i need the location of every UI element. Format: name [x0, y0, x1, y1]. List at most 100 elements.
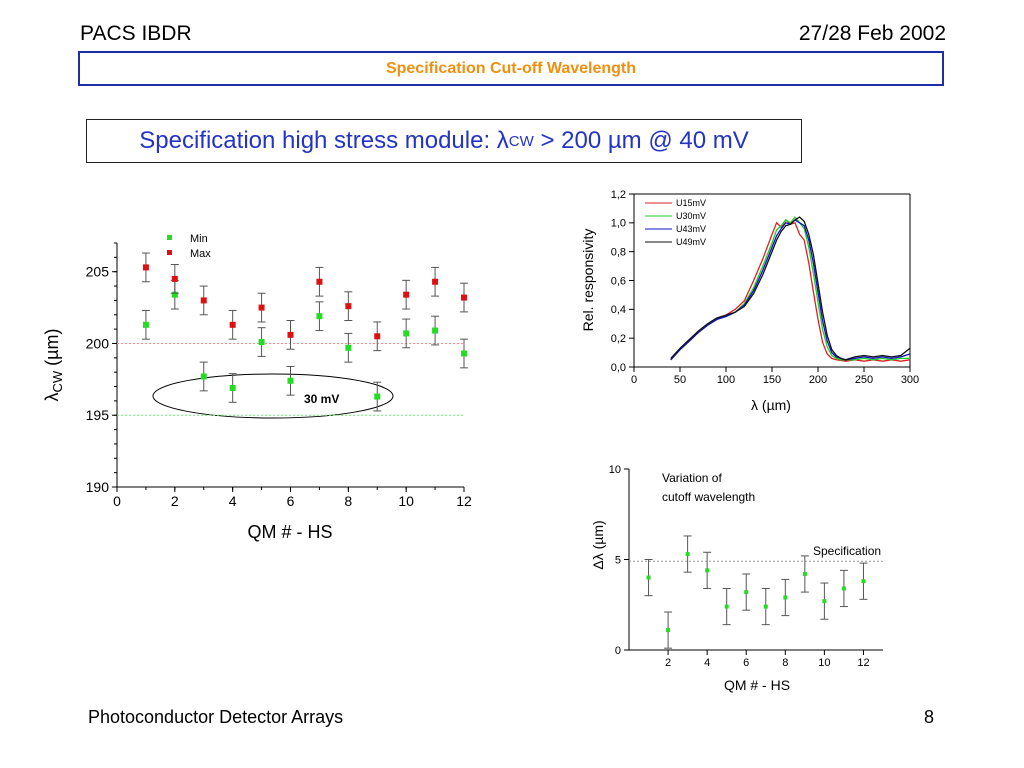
data-point — [432, 278, 439, 285]
data-point — [345, 303, 352, 310]
30mv-ellipse — [152, 373, 394, 419]
legend-swatch — [167, 250, 172, 255]
data-point — [142, 321, 149, 328]
x-axis-label: λ (µm) — [751, 397, 791, 413]
data-point — [724, 604, 729, 609]
data-point — [432, 327, 439, 334]
y-tick-label: 0,2 — [611, 333, 626, 345]
y-tick-label: 205 — [86, 264, 110, 280]
x-tick-label: 2 — [665, 657, 671, 669]
data-point — [316, 313, 323, 320]
y-tick-label: 1,2 — [611, 189, 626, 201]
y-tick-label: 200 — [86, 335, 110, 351]
series-line — [670, 216, 911, 361]
spec-prefix: Specification high stress module: — [139, 127, 497, 154]
data-point — [783, 595, 788, 600]
x-tick-label: 150 — [763, 374, 781, 386]
data-point — [142, 264, 149, 271]
y-tick-label: 0,6 — [611, 275, 626, 287]
y-tick-label: 195 — [86, 407, 110, 423]
variation-label-2: cutoff wavelength — [662, 490, 755, 504]
x-tick-label: 100 — [717, 374, 735, 386]
spec-subscript: CW — [508, 132, 534, 150]
header-date: 27/28 Feb 2002 — [798, 22, 946, 45]
legend-label: U30mV — [676, 211, 706, 221]
data-point — [374, 393, 381, 400]
x-tick-label: 12 — [456, 493, 472, 509]
data-point — [316, 278, 323, 285]
x-axis-label: QM # - HS — [724, 677, 790, 693]
data-point — [258, 304, 265, 311]
y-tick-label: 0,8 — [611, 247, 626, 259]
data-point — [685, 552, 690, 557]
series-line — [670, 219, 911, 361]
data-point — [200, 297, 207, 304]
x-tick-label: 4 — [704, 657, 710, 669]
y-tick-label: 5 — [615, 554, 621, 566]
x-tick-label: 0 — [113, 493, 121, 509]
legend-label: U43mV — [676, 224, 706, 234]
data-point — [200, 373, 207, 380]
y-tick-label: 190 — [86, 479, 110, 495]
data-point — [345, 344, 352, 351]
x-tick-label: 200 — [809, 374, 827, 386]
x-tick-label: 8 — [782, 657, 788, 669]
variation-label: Variation of — [662, 471, 722, 485]
x-tick-label: 50 — [674, 374, 686, 386]
x-tick-label: 2 — [171, 493, 179, 509]
data-point — [822, 599, 827, 604]
x-tick-label: 4 — [229, 493, 237, 509]
data-point — [861, 579, 866, 584]
footer-left: Photoconductor Detector Arrays — [88, 707, 344, 727]
page-number: 8 — [924, 707, 935, 727]
series-line — [670, 218, 911, 362]
y-tick-label: 0,4 — [611, 304, 626, 316]
data-point — [287, 331, 294, 338]
legend-label: U15mV — [676, 198, 706, 208]
y-axis-label: Δλ (µm) — [590, 520, 606, 569]
y-axis-label: Rel. responsivity — [580, 229, 596, 332]
title-box: Specification Cut-off Wavelength — [78, 51, 944, 86]
y-tick-label: 1,0 — [611, 218, 626, 230]
x-tick-label: 12 — [857, 657, 869, 669]
specification-label: Specification — [813, 544, 881, 558]
data-point — [461, 294, 467, 301]
spec-lambda: λ — [496, 127, 509, 154]
data-point — [646, 575, 651, 580]
x-tick-label: 8 — [344, 493, 352, 509]
specification-box: Specification high stress module: λ CW > … — [86, 119, 802, 163]
y-tick-label: 0 — [615, 645, 621, 657]
data-point — [744, 590, 749, 595]
data-point — [171, 275, 178, 282]
annotation-30mv: 30 mV — [304, 392, 339, 406]
data-point — [171, 291, 178, 298]
data-point — [461, 350, 467, 357]
data-point — [258, 339, 265, 346]
y-tick-label: 0,0 — [611, 362, 626, 374]
data-point — [374, 333, 381, 340]
data-point — [403, 330, 410, 337]
legend-swatch — [167, 235, 172, 240]
data-point — [403, 291, 410, 298]
header-left: PACS IBDR — [80, 22, 192, 45]
x-tick-label: 0 — [631, 374, 637, 386]
data-point — [229, 384, 236, 391]
x-tick-label: 6 — [743, 657, 749, 669]
x-axis-label: QM # - HS — [247, 522, 332, 542]
data-point — [229, 321, 236, 328]
data-point — [287, 377, 294, 384]
data-point — [841, 586, 846, 591]
x-tick-label: 250 — [855, 374, 873, 386]
x-tick-label: 10 — [818, 657, 830, 669]
legend-label: Max — [190, 248, 211, 260]
x-tick-label: 10 — [398, 493, 414, 509]
x-tick-label: 6 — [287, 493, 295, 509]
data-point — [666, 628, 671, 633]
legend-label: Min — [190, 233, 208, 245]
y-tick-label: 10 — [609, 464, 621, 476]
data-point — [705, 568, 710, 573]
data-point — [763, 604, 768, 609]
